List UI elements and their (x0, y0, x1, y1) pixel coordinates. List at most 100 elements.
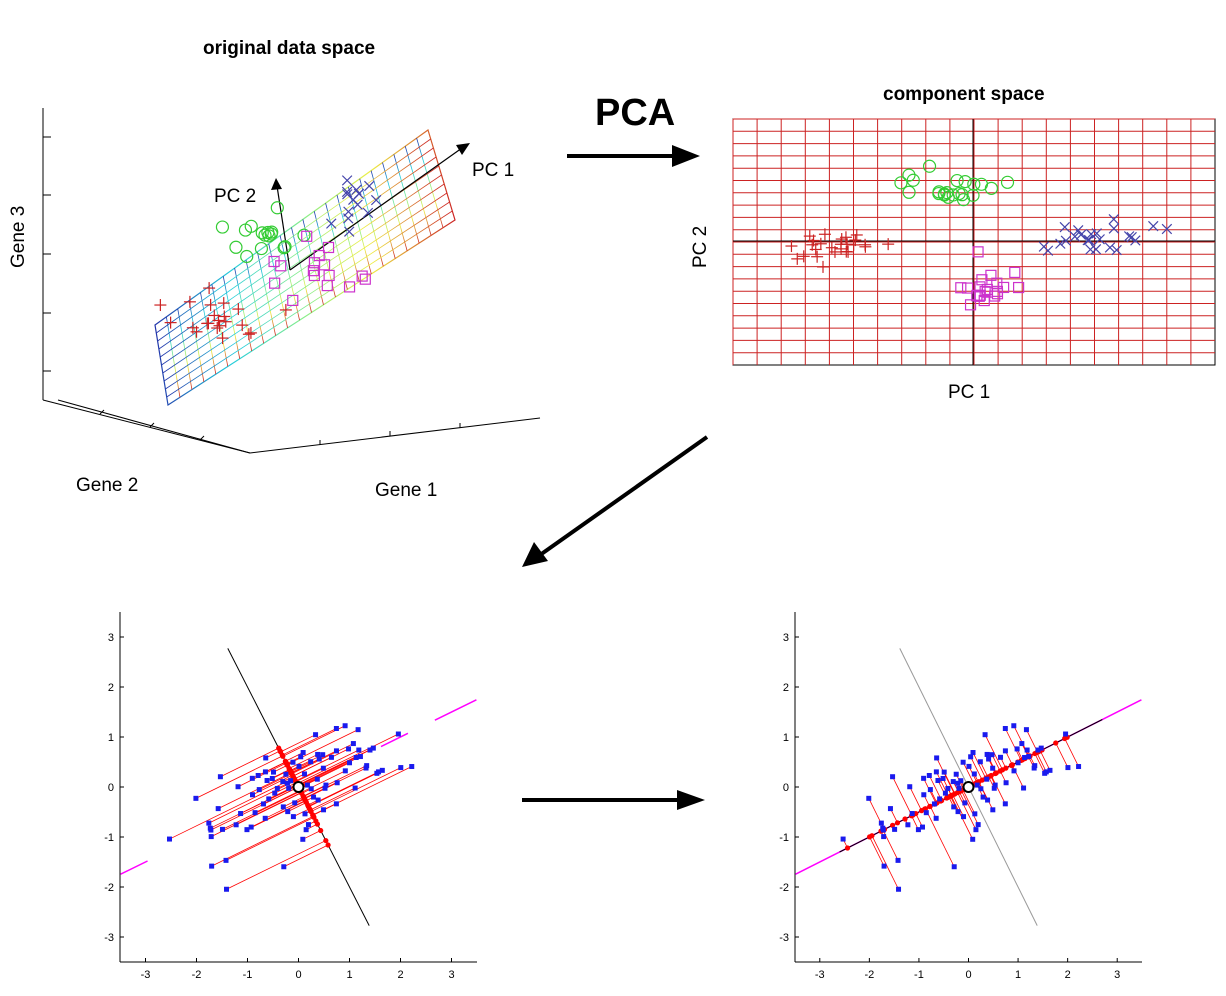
data-point (990, 807, 996, 813)
data-point (333, 801, 339, 807)
data-point (940, 775, 946, 781)
data-point (353, 755, 359, 761)
data-point (304, 782, 310, 788)
data-point (907, 784, 913, 790)
x-marker-b (326, 218, 337, 229)
x-marker-b (341, 186, 353, 198)
data-point (238, 811, 244, 817)
component-xlabel: PC 1 (948, 382, 991, 403)
x-marker-b (364, 180, 375, 192)
square-marker (972, 246, 984, 258)
data-point (256, 787, 262, 793)
projection-line (1004, 728, 1022, 761)
circle-marker (984, 181, 999, 195)
data-point (208, 834, 214, 840)
projection-line (1055, 742, 1069, 768)
square-marker (955, 282, 967, 294)
projection-line (304, 782, 338, 800)
data-point (921, 792, 927, 798)
circle-marker (278, 240, 292, 254)
data-point (334, 780, 340, 786)
data-point (1035, 747, 1041, 753)
x-marker-b (341, 175, 353, 186)
projection-line (1036, 752, 1047, 773)
projected-point (992, 770, 998, 777)
data-point (342, 723, 348, 729)
data-point (1002, 725, 1008, 731)
data-point (352, 785, 358, 791)
projection-line (962, 762, 975, 785)
pca-label: PCA (595, 92, 676, 134)
data-point (206, 820, 212, 826)
x-tick-label: -2 (192, 969, 202, 981)
data-point (1076, 764, 1082, 770)
square-marker (964, 299, 977, 311)
circle-marker (255, 226, 269, 240)
data-point (931, 801, 937, 807)
projected-point (944, 795, 950, 801)
data-point (320, 765, 326, 771)
data-point (973, 827, 979, 833)
projection-line (1064, 738, 1079, 767)
data-point (208, 827, 214, 833)
gene1-axis-label: Gene 1 (375, 480, 438, 501)
mesh-line (157, 147, 434, 342)
data-point (955, 780, 961, 786)
data-point (895, 857, 901, 863)
data-point (376, 769, 382, 775)
projection-line (1034, 753, 1046, 774)
x-tick-label: -2 (864, 969, 874, 981)
x-marker-b (1148, 220, 1159, 232)
data-point (342, 768, 348, 774)
mesh-line (161, 174, 442, 366)
data-point (945, 785, 951, 791)
projection-line (302, 830, 321, 840)
x-tick-label: 0 (295, 969, 301, 981)
data-point (968, 754, 974, 760)
projected-point (1062, 735, 1068, 742)
data-point (1047, 767, 1053, 773)
x-tick-label: 1 (1015, 969, 1021, 981)
data-point (919, 824, 925, 830)
data-point (989, 752, 995, 758)
data-point (960, 759, 966, 765)
data-point (379, 767, 385, 773)
data-point (219, 826, 225, 832)
x-tick-label: 3 (448, 969, 454, 981)
component-space-title: component space (883, 84, 1045, 105)
data-point (992, 782, 998, 788)
pc2-arrow-label: PC 2 (214, 186, 257, 207)
data-point (971, 771, 977, 777)
data-point (281, 864, 287, 870)
data-point (315, 797, 321, 803)
square-marker (985, 269, 997, 281)
data-point (252, 810, 258, 816)
y-tick-label: -1 (779, 832, 789, 844)
circle-marker (902, 185, 916, 199)
x-marker-b (343, 206, 354, 217)
data-point (941, 769, 947, 775)
circle-marker (215, 220, 230, 234)
circle-marker (258, 228, 272, 242)
data-point (961, 814, 967, 820)
data-point (972, 811, 978, 817)
x-tick-label: -3 (141, 969, 151, 981)
data-point (927, 787, 933, 793)
circle-marker (244, 219, 258, 233)
data-point (357, 754, 363, 760)
data-point (217, 774, 223, 780)
data-point (890, 774, 896, 780)
mean-point (292, 781, 305, 793)
data-point (985, 797, 991, 803)
data-point (1063, 731, 1069, 737)
projection-line (979, 761, 989, 778)
projected-point (325, 842, 331, 848)
square-marker (287, 294, 299, 307)
data-point (951, 804, 957, 810)
data-point (333, 725, 339, 731)
projection-line (952, 794, 964, 817)
data-point (892, 826, 898, 832)
projection-line (280, 734, 316, 753)
data-point (991, 785, 997, 791)
x-tick-label: 2 (397, 969, 403, 981)
